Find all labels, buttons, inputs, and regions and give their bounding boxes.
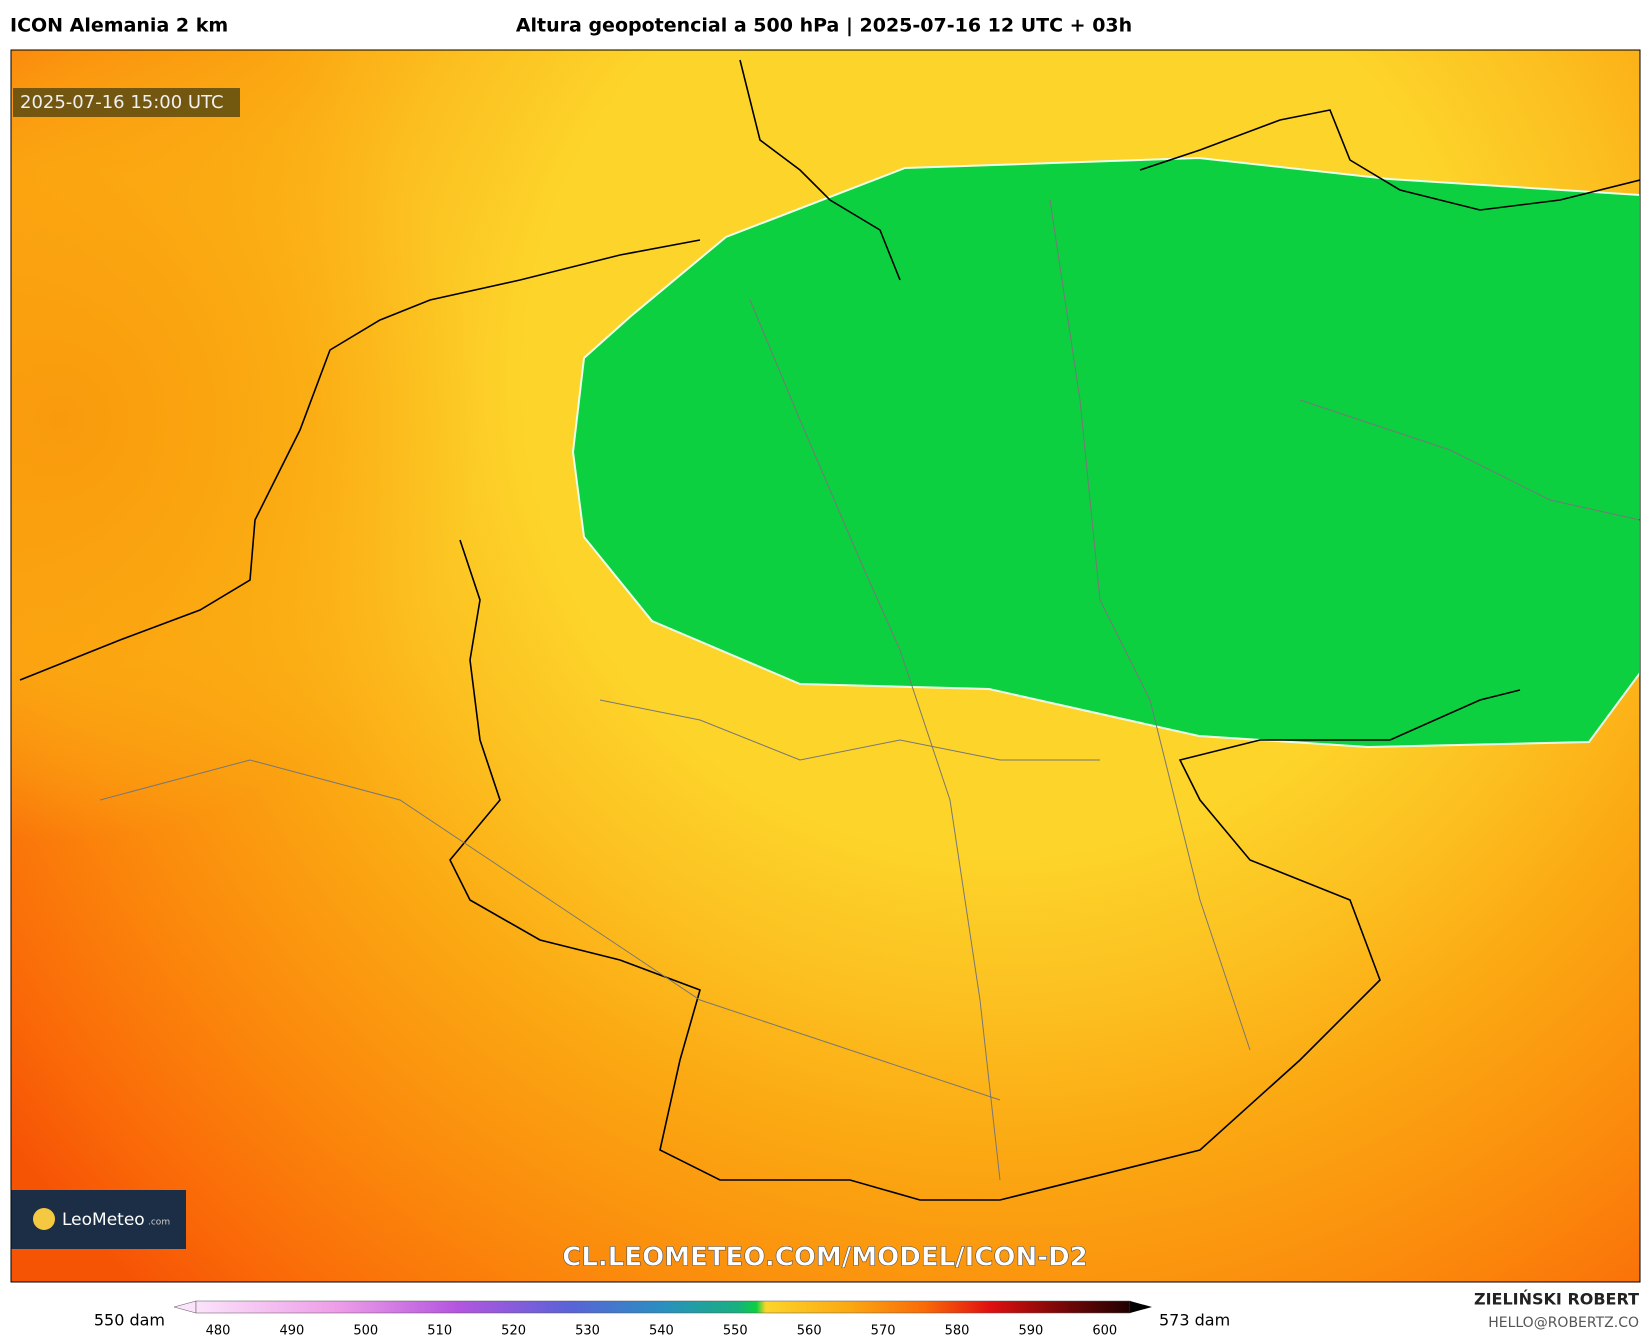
colorbar-tick-label: 580 xyxy=(945,1324,970,1339)
colorbar-max-arrow xyxy=(1130,1301,1152,1313)
colorbar-tick-label: 530 xyxy=(575,1324,600,1339)
time-box xyxy=(13,88,240,117)
colorbar-tick-label: 500 xyxy=(353,1324,378,1339)
colorbar-max-label: 573 dam xyxy=(1159,1311,1230,1330)
logo-sun xyxy=(33,1208,55,1230)
colorbar-tick-label: 600 xyxy=(1092,1324,1117,1339)
height-contour-550 xyxy=(571,156,1640,749)
watermark: CL.LEOMETEO.COM/MODEL/ICON-D2 xyxy=(562,1243,1088,1273)
email: HELLO@ROBERTZ.CO xyxy=(1488,1315,1639,1331)
colorbar: 550 dam 573 dam 480 490 500 510 520 530 540 550… xyxy=(94,1300,1230,1339)
colorbar-ticks: 480 490 500 510 520 530 540 550 560 570 580 590 600 xyxy=(206,1324,1118,1339)
colorbar-tick-label: 540 xyxy=(649,1324,674,1339)
colorbar-min-arrow xyxy=(173,1300,197,1314)
colorbar-tick-label: 550 xyxy=(723,1324,748,1339)
colorbar-tick-label: 590 xyxy=(1018,1324,1043,1339)
valid-time: 2025-07-16 15:00 UTC xyxy=(20,92,224,113)
colorbar-tick-label: 480 xyxy=(206,1324,231,1339)
map-frame xyxy=(10,49,1641,1283)
colorbar-tick-label: 560 xyxy=(797,1324,822,1339)
logo-suffix: .com xyxy=(148,1218,170,1228)
colorbar-bar xyxy=(195,1300,1131,1314)
author: ZIELIŃSKI ROBERT xyxy=(1474,1290,1639,1309)
colorbar-tick-label: 490 xyxy=(279,1324,304,1339)
logo-name: LeoMeteo xyxy=(62,1210,145,1230)
colorbar-min-label: 550 dam xyxy=(94,1311,165,1330)
map-title: Altura geopotencial a 500 hPa | 2025-07-… xyxy=(516,15,1132,37)
admin-borders xyxy=(99,199,1640,1181)
colorbar-tick-label: 570 xyxy=(871,1324,896,1339)
colorbar-tick-label: 510 xyxy=(427,1324,452,1339)
coastlines xyxy=(19,59,1640,1201)
map-area: 2025-07-16 15:00 UTC LeoMeteo .com CL.LE… xyxy=(11,50,1640,1282)
model-name: ICON Alemania 2 km xyxy=(10,15,228,37)
colorbar-tick-label: 520 xyxy=(501,1324,526,1339)
